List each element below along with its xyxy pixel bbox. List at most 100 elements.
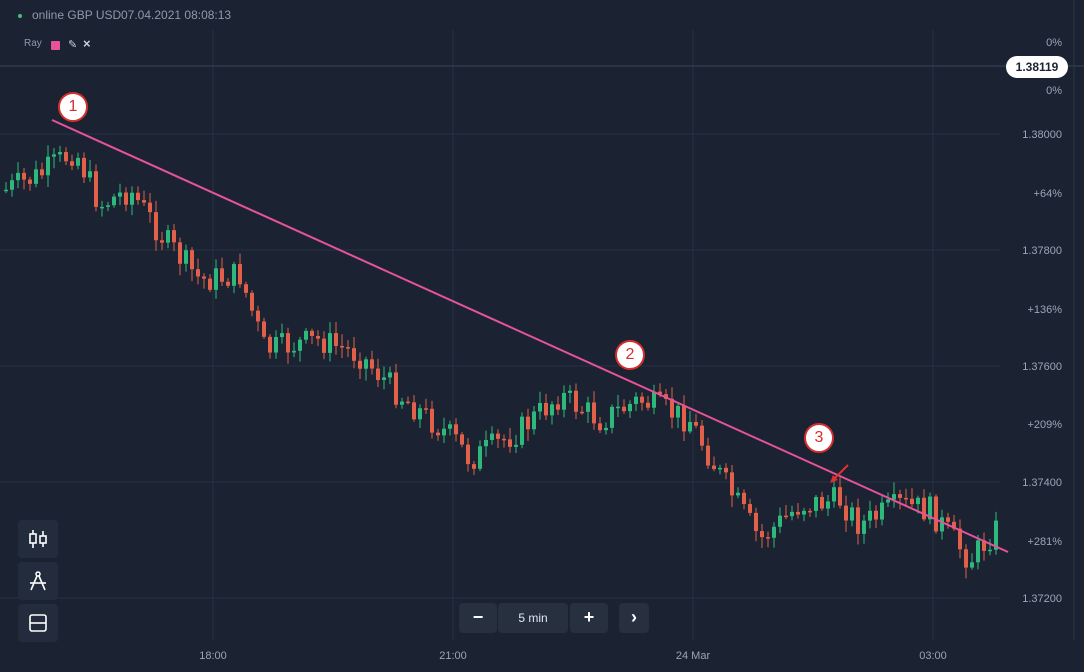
layout-button[interactable] xyxy=(18,604,58,642)
drawing-tools-button[interactable] xyxy=(18,562,58,600)
candle-body xyxy=(694,421,698,426)
candle-body xyxy=(244,284,248,293)
candle-body xyxy=(226,281,230,286)
candle-body xyxy=(106,205,110,207)
pencil-icon[interactable]: ✎ xyxy=(68,39,78,51)
candle-body xyxy=(898,494,902,498)
candle-body xyxy=(682,405,686,432)
touch-arrow-head xyxy=(830,475,838,483)
ray-tool-label: Ray xyxy=(24,38,42,49)
chart-type-button[interactable] xyxy=(18,520,58,558)
candle-body xyxy=(232,264,236,286)
candle-body xyxy=(4,189,8,192)
candle-body xyxy=(670,398,674,418)
candle-body xyxy=(928,496,932,520)
candle-body xyxy=(394,372,398,405)
candle-body xyxy=(76,157,80,166)
candle-body xyxy=(202,276,206,279)
price-axis-label: 1.37600 xyxy=(1022,361,1062,373)
candle-body xyxy=(688,421,692,432)
price-axis-label: 0% xyxy=(1046,85,1062,97)
candle-body xyxy=(934,496,938,532)
annotation-marker-3: 3 xyxy=(804,423,834,453)
candle-body xyxy=(340,345,344,348)
candle-body xyxy=(604,427,608,431)
candle-body xyxy=(172,230,176,243)
candle-body xyxy=(772,526,776,538)
chevron-right-icon[interactable]: › xyxy=(619,603,649,633)
candle-body xyxy=(124,192,128,205)
time-axis-label: 18:00 xyxy=(199,650,227,662)
candle-body xyxy=(346,347,350,349)
candle-body xyxy=(178,242,182,264)
candle-body xyxy=(478,446,482,469)
candle-body xyxy=(484,439,488,447)
candle-body xyxy=(388,372,392,378)
candle-body xyxy=(754,512,758,532)
candle-body xyxy=(730,472,734,496)
candle-body xyxy=(724,467,728,473)
candlestick-icon xyxy=(29,530,47,548)
candle-body xyxy=(556,404,560,410)
candle-body xyxy=(652,391,656,408)
candle-body xyxy=(166,230,170,243)
candle-body xyxy=(778,515,782,527)
candle-body xyxy=(796,511,800,515)
timeframe-decrease-button[interactable]: − xyxy=(459,603,497,633)
candle-body xyxy=(760,531,764,538)
candle-body xyxy=(886,499,890,503)
candle-body xyxy=(184,250,188,264)
candle-body xyxy=(268,336,272,353)
candle-body xyxy=(430,408,434,433)
candle-body xyxy=(448,424,452,429)
trend-ray-line xyxy=(51,119,1009,553)
candle-body xyxy=(328,333,332,353)
candle-body xyxy=(802,510,806,515)
candle-body xyxy=(406,401,410,404)
candle-body xyxy=(280,333,284,338)
candle-body xyxy=(148,202,152,213)
candle-body xyxy=(916,497,920,505)
candle-body xyxy=(550,404,554,416)
time-axis-label: 03:00 xyxy=(919,650,947,662)
candle-body xyxy=(838,487,842,506)
candle-body xyxy=(412,402,416,420)
candle-body xyxy=(676,405,680,418)
candle-body xyxy=(946,517,950,522)
candle-body xyxy=(610,406,614,428)
timeframe-label[interactable]: 5 min xyxy=(498,603,568,633)
close-icon[interactable]: × xyxy=(83,36,91,51)
candle-body xyxy=(874,510,878,520)
candle-body xyxy=(628,403,632,412)
candle-body xyxy=(748,504,752,513)
candle-body xyxy=(790,511,794,517)
candle-body xyxy=(880,502,884,520)
time-axis-label: 24 Mar xyxy=(676,650,711,662)
price-axis-label: 1.37400 xyxy=(1022,477,1062,489)
annotation-marker-2: 2 xyxy=(615,340,645,370)
live-indicator-icon xyxy=(18,14,22,18)
current-price-badge: 1.38119 xyxy=(1006,56,1068,78)
candle-body xyxy=(304,330,308,340)
candle-body xyxy=(220,268,224,282)
ray-color-swatch[interactable] xyxy=(51,41,60,50)
candle-body xyxy=(130,192,134,205)
candle-body xyxy=(784,515,788,518)
candle-body xyxy=(286,333,290,353)
candle-body xyxy=(832,487,836,502)
candle-body xyxy=(88,171,92,178)
candle-body xyxy=(976,540,980,563)
candle-body xyxy=(100,206,104,209)
candle-body xyxy=(646,402,650,408)
candle-body xyxy=(712,465,716,470)
candle-body xyxy=(526,416,530,430)
timeframe-increase-button[interactable]: + xyxy=(570,603,608,633)
candle-body xyxy=(466,444,470,465)
candle-body xyxy=(862,520,866,534)
candle-body xyxy=(568,390,572,393)
candle-body xyxy=(994,520,998,550)
candle-body xyxy=(250,292,254,311)
timestamp: 07.04.2021 08:08:13 xyxy=(121,8,232,22)
candle-body xyxy=(982,540,986,551)
